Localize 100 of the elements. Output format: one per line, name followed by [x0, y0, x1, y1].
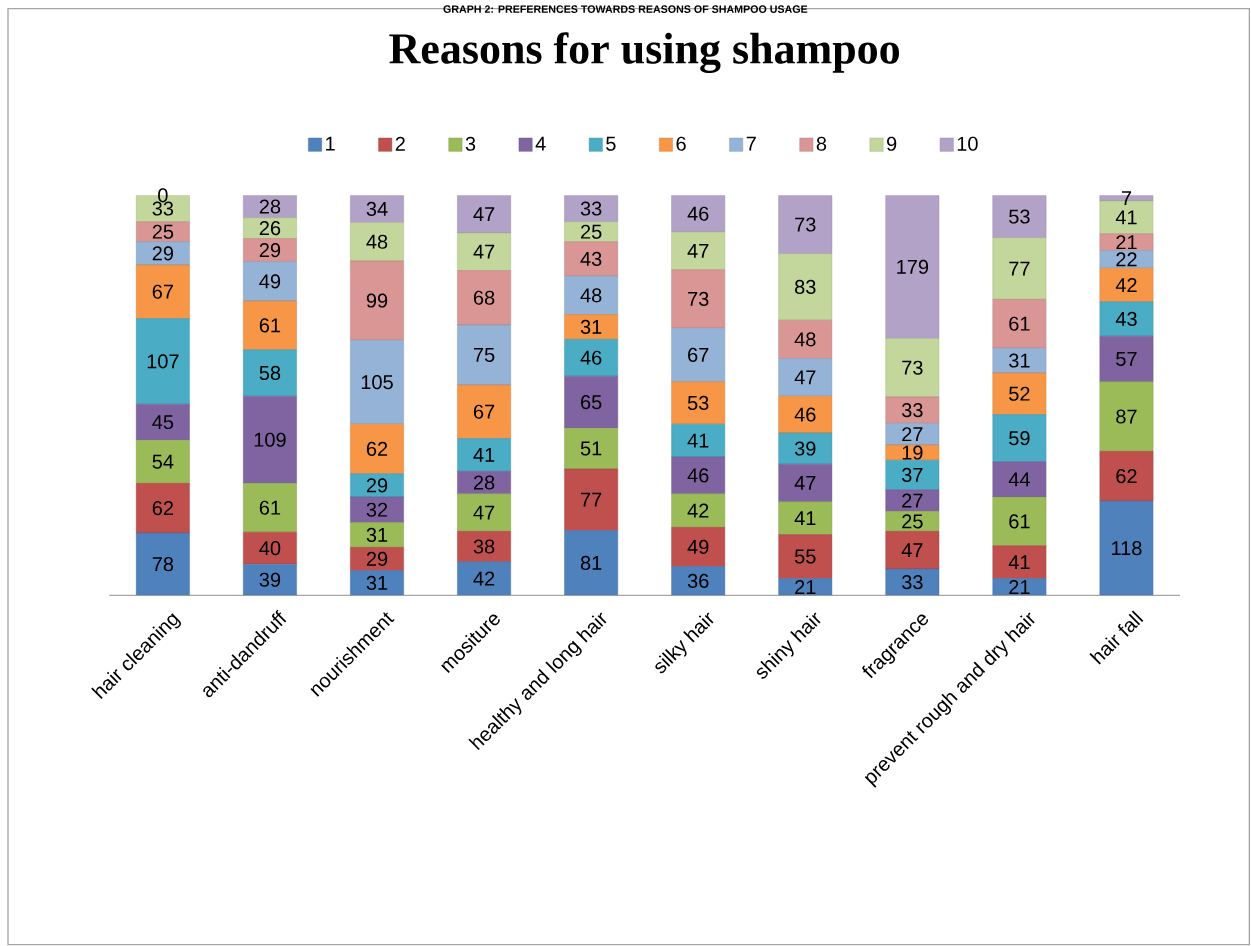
data-label: 40	[259, 541, 281, 556]
bar	[992, 299, 1047, 349]
legend-label: 2	[395, 136, 405, 151]
data-label: 47	[901, 543, 923, 558]
bar	[243, 261, 297, 302]
data-label: 42	[1115, 277, 1137, 292]
data-label: 107	[147, 354, 179, 369]
legend-label: 8	[816, 136, 827, 151]
data-label: 46	[580, 350, 602, 365]
legend-label: 6	[676, 136, 686, 151]
bar	[778, 432, 833, 465]
data-label: 41	[1008, 555, 1030, 570]
bar	[564, 241, 619, 277]
data-label: 49	[259, 274, 281, 289]
data-label: 33	[580, 201, 602, 216]
bar	[778, 358, 833, 397]
data-label: 47	[687, 244, 709, 258]
data-label: 59	[1009, 431, 1030, 446]
bar	[136, 439, 190, 484]
data-label: 67	[688, 347, 709, 362]
data-label: 29	[366, 551, 388, 566]
bar	[350, 222, 404, 262]
data-label: 27	[902, 493, 923, 508]
data-label: 53	[687, 395, 709, 410]
bar	[564, 314, 619, 340]
data-label: 118	[1112, 541, 1142, 556]
bar	[564, 339, 619, 377]
bar	[243, 531, 297, 565]
data-label: 65	[581, 395, 602, 410]
data-label: 41	[1115, 210, 1137, 225]
bar	[671, 269, 726, 329]
bar	[243, 395, 297, 484]
data-label: 83	[795, 279, 816, 294]
data-label: 73	[795, 217, 816, 232]
data-label: 67	[152, 284, 173, 299]
bar	[564, 468, 619, 531]
data-label: 61	[259, 318, 281, 333]
bar	[992, 195, 1047, 238]
data-label: 29	[259, 243, 281, 258]
data-label: 61	[259, 500, 281, 515]
data-label: 47	[473, 207, 495, 222]
bar	[1099, 500, 1154, 596]
bar	[1099, 335, 1154, 382]
bar	[885, 338, 940, 398]
data-label: 48	[366, 234, 388, 249]
data-label: 53	[1009, 209, 1030, 224]
data-label: 31	[1009, 353, 1030, 368]
bar	[243, 563, 297, 596]
bar	[671, 381, 726, 425]
bar	[885, 489, 940, 512]
data-label: 39	[794, 441, 816, 456]
bar	[457, 270, 511, 326]
bar	[350, 339, 404, 425]
bar	[778, 395, 833, 434]
bar	[564, 375, 619, 429]
data-label: 31	[366, 527, 388, 542]
data-label: 39	[259, 572, 281, 587]
bar	[1099, 233, 1154, 251]
bar	[992, 372, 1047, 415]
data-label: 43	[1115, 311, 1137, 326]
legend-label: 4	[535, 136, 546, 151]
bar	[992, 461, 1047, 498]
data-label: 62	[1116, 469, 1137, 484]
data-label: 77	[581, 492, 602, 507]
bar	[671, 456, 726, 494]
bar	[350, 570, 404, 596]
bar	[243, 349, 297, 397]
bar	[1099, 451, 1154, 502]
bar	[564, 530, 619, 596]
data-label: 42	[473, 571, 495, 586]
data-label: 29	[152, 246, 174, 261]
bar	[992, 347, 1047, 374]
legend-label: 1	[326, 136, 335, 151]
legend-label: 10	[957, 136, 978, 151]
data-label: 52	[1009, 386, 1030, 401]
legend-label: 3	[465, 136, 476, 151]
bar	[778, 253, 833, 321]
bar	[136, 318, 190, 405]
bar	[885, 568, 940, 596]
bar	[671, 327, 726, 382]
data-label: 48	[794, 332, 816, 347]
bar	[457, 384, 511, 439]
data-label: 29	[366, 478, 388, 493]
bar	[457, 324, 511, 386]
bar	[350, 473, 404, 498]
bar	[671, 566, 726, 596]
x-tick-label: hair fall	[1089, 610, 1144, 665]
data-label: 34	[366, 201, 388, 216]
bar	[1099, 301, 1154, 337]
data-label: 78	[152, 557, 174, 572]
data-label: 0	[158, 188, 168, 203]
data-label: 28	[259, 199, 281, 214]
data-label: 36	[687, 573, 709, 588]
data-label: 45	[152, 415, 174, 430]
bar	[671, 493, 726, 528]
data-label: 33	[152, 201, 174, 216]
bar	[1099, 381, 1154, 452]
bar	[350, 260, 404, 341]
bar	[778, 319, 833, 359]
bar	[350, 496, 404, 523]
